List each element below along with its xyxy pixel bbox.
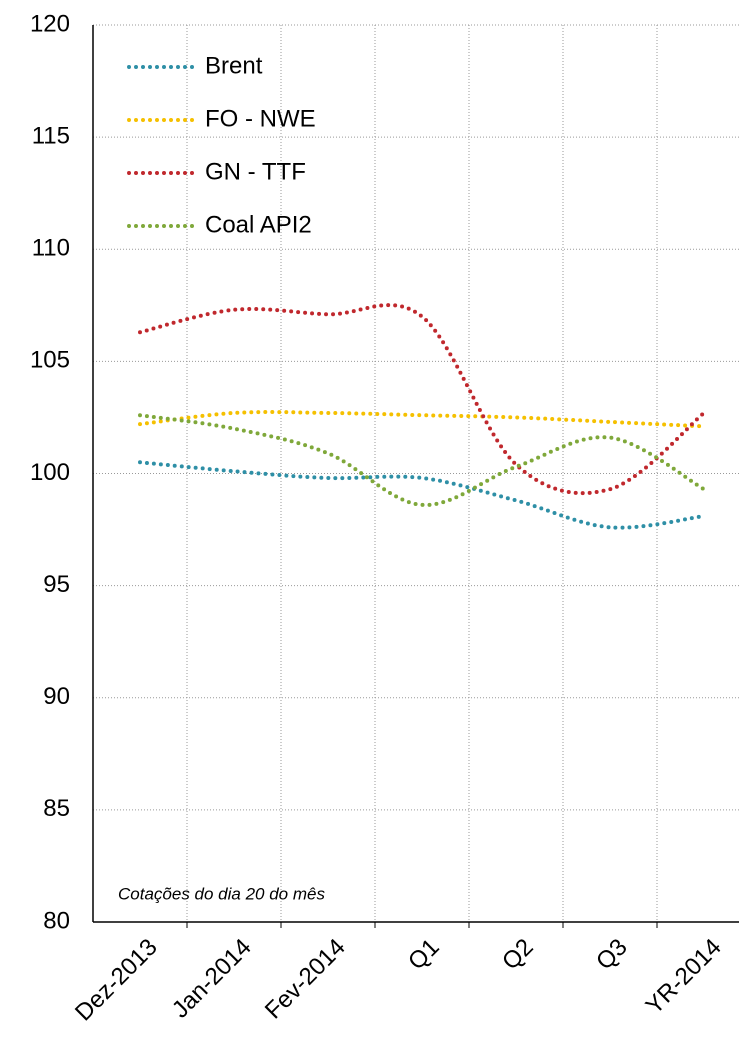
x-tick-label: Jan-2014 [167, 934, 257, 1024]
series-line [138, 460, 706, 530]
x-tick-label: Fev-2014 [260, 934, 351, 1025]
y-tick-label: 105 [30, 347, 70, 374]
y-tick-label: 110 [32, 235, 70, 262]
x-tick-label: Q2 [497, 934, 539, 976]
y-tick-label: 80 [43, 907, 70, 934]
y-tick-label: 100 [30, 459, 70, 486]
x-tick-label: Q3 [591, 934, 633, 976]
legend-label: FO - NWE [205, 105, 316, 132]
series-line [138, 303, 706, 496]
x-tick-label: YR-2014 [641, 934, 727, 1020]
legend-label: GN - TTF [205, 158, 306, 185]
annotation: Cotações do dia 20 do mês [118, 884, 325, 903]
legend-label: Brent [205, 52, 263, 79]
series-line [138, 413, 706, 507]
y-tick-label: 115 [32, 122, 70, 149]
x-tick-label: Dez-2013 [70, 934, 163, 1027]
y-tick-label: 90 [43, 683, 70, 710]
x-tick-label: Q1 [403, 934, 445, 976]
series-line [138, 410, 706, 429]
legend-label: Coal API2 [205, 211, 312, 238]
y-tick-label: 85 [43, 795, 70, 822]
y-tick-label: 95 [43, 571, 70, 598]
y-tick-label: 120 [30, 10, 70, 37]
